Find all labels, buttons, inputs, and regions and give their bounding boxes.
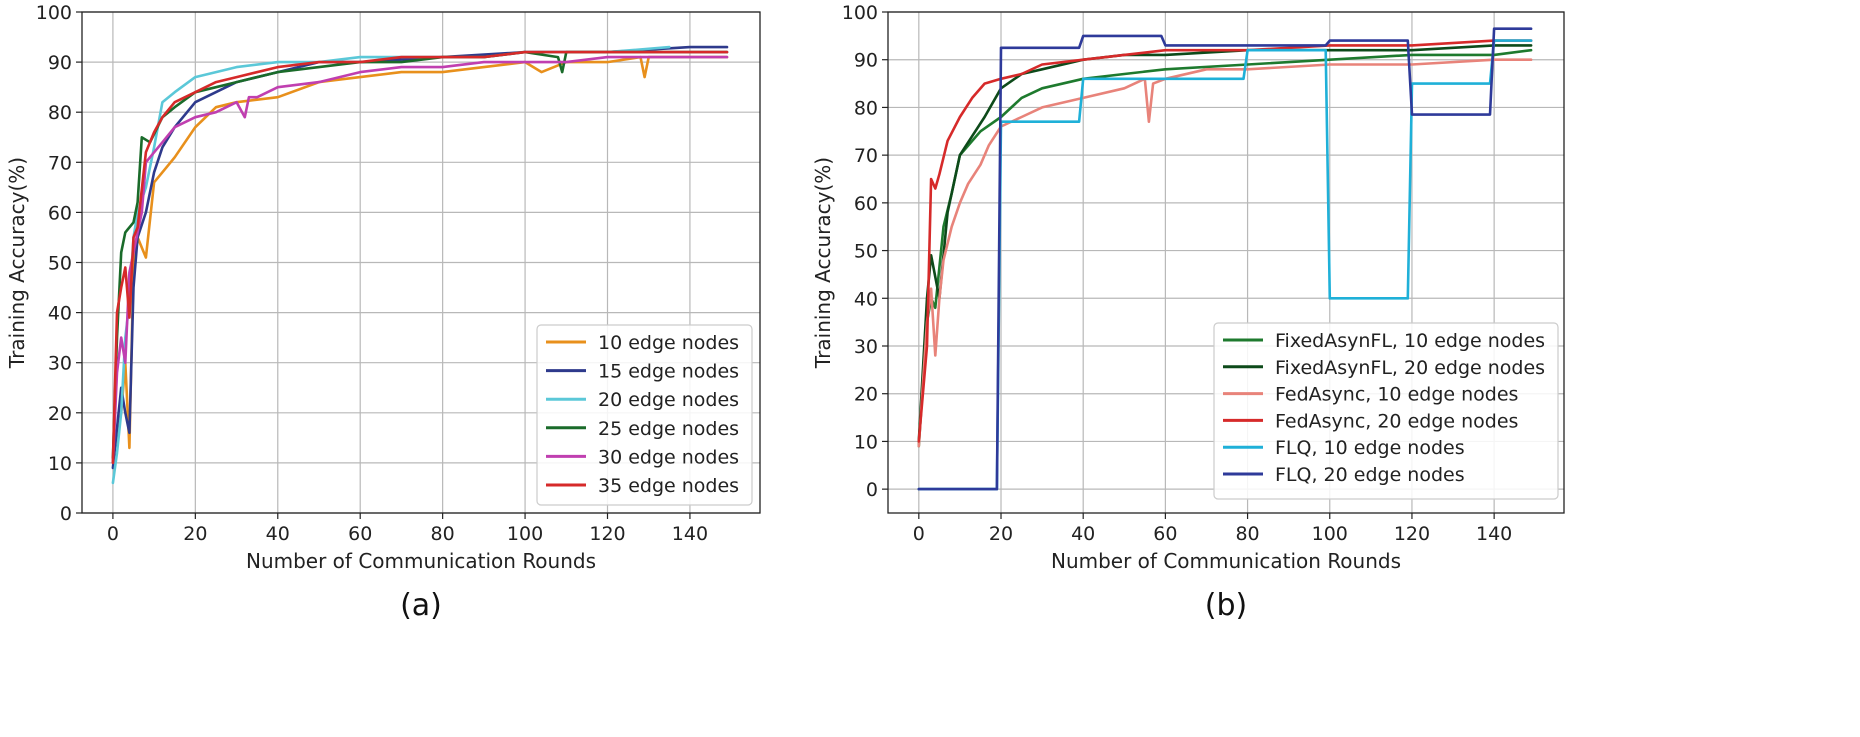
y-tick-label-4: 40 [854, 288, 878, 310]
chart-panel-1: 0 20 40 60 80 100 120 140 0 10 20 30 40 50 60 70 80 90 100… [811, 2, 1565, 623]
plot-frame [81, 11, 761, 514]
legend-label-4: FLQ, 10 edge nodes [1275, 437, 1465, 459]
y-tick-label-10: 100 [842, 2, 878, 24]
legend-label-0: FixedAsynFL, 10 edge nodes [1275, 330, 1545, 352]
y-tick-label-0: 0 [866, 479, 878, 501]
x-tick-label-1: 20 [989, 523, 1013, 545]
y-tick-label-1: 10 [854, 431, 878, 453]
y-tick-label-0: 0 [60, 503, 72, 525]
y-tick-label-3: 30 [854, 336, 878, 358]
legend-label-3: FedAsync, 20 edge nodes [1275, 410, 1518, 432]
legend-label-4: 30 edge nodes [598, 446, 739, 468]
series-line-0 [917, 48, 1533, 448]
x-tick-label-7: 140 [672, 523, 708, 545]
series-group [111, 45, 729, 485]
legend-label-1: FixedAsynFL, 20 edge nodes [1275, 357, 1545, 379]
x-tick-label-4: 80 [1235, 523, 1259, 545]
y-tick-label-10: 100 [36, 2, 72, 24]
y-tick-label-9: 90 [48, 52, 72, 74]
x-tick-label-0: 0 [913, 523, 925, 545]
x-tick-label-0: 0 [107, 523, 119, 545]
x-tick-label-5: 100 [507, 523, 543, 545]
y-tick-label-3: 30 [48, 353, 72, 375]
legend: 10 edge nodes 15 edge nodes 20 edge nodes 2… [536, 324, 753, 506]
x-axis-label: Number of Communication Rounds [246, 549, 596, 573]
y-tick-label-9: 90 [854, 50, 878, 72]
y-tick-label-4: 40 [48, 303, 72, 325]
y-tick-label-1: 10 [48, 453, 72, 475]
x-tick-label-2: 40 [1071, 523, 1095, 545]
x-tick-label-3: 60 [1153, 523, 1177, 545]
x-tick-label-6: 120 [589, 523, 625, 545]
legend-label-5: FLQ, 20 edge nodes [1275, 464, 1465, 486]
legend-label-5: 35 edge nodes [598, 475, 739, 497]
panel-caption: (b) [1205, 588, 1247, 623]
y-axis-label: Training Accuracy(%) [5, 157, 29, 369]
series-line-3 [111, 50, 729, 460]
legend-label-2: 20 edge nodes [598, 389, 739, 411]
y-tick-label-5: 50 [854, 241, 878, 263]
x-axis-label: Number of Communication Rounds [1051, 549, 1401, 573]
series-line-5 [917, 27, 1533, 491]
x-tick-label-4: 80 [431, 523, 455, 545]
y-axis-label: Training Accuracy(%) [811, 157, 835, 369]
legend-label-3: 25 edge nodes [598, 418, 739, 440]
y-tick-label-2: 20 [854, 384, 878, 406]
series-line-2 [917, 58, 1533, 448]
y-tick-label-7: 70 [854, 145, 878, 167]
x-tick-label-2: 40 [266, 523, 290, 545]
legend-box [1213, 322, 1559, 500]
x-tick-label-7: 140 [1476, 523, 1512, 545]
x-tick-label-5: 100 [1312, 523, 1348, 545]
y-tick-label-5: 50 [48, 253, 72, 275]
y-tick-label-6: 60 [48, 202, 72, 224]
plot-frame [887, 11, 1565, 514]
y-tick-label-8: 80 [854, 97, 878, 119]
y-tick-label-6: 60 [854, 193, 878, 215]
legend-box [536, 324, 753, 506]
series-line-4 [917, 39, 1533, 491]
x-tick-label-3: 60 [348, 523, 372, 545]
legend-label-1: 15 edge nodes [598, 361, 739, 383]
series-line-5 [111, 50, 729, 465]
x-tick-label-6: 120 [1394, 523, 1430, 545]
legend-label-0: 10 edge nodes [598, 332, 739, 354]
y-tick-label-2: 20 [48, 403, 72, 425]
chart-panel-0: 0 20 40 60 80 100 120 140 0 10 20 30 40 50 60 70 80 90 100… [5, 2, 761, 623]
y-tick-label-8: 80 [48, 102, 72, 124]
x-tick-label-1: 20 [183, 523, 207, 545]
series-group [917, 27, 1533, 491]
legend-label-2: FedAsync, 10 edge nodes [1275, 384, 1518, 406]
y-tick-label-7: 70 [48, 152, 72, 174]
panel-caption: (a) [400, 588, 442, 623]
legend: FixedAsynFL, 10 edge nodes FixedAsynFL, 2… [1213, 322, 1559, 500]
